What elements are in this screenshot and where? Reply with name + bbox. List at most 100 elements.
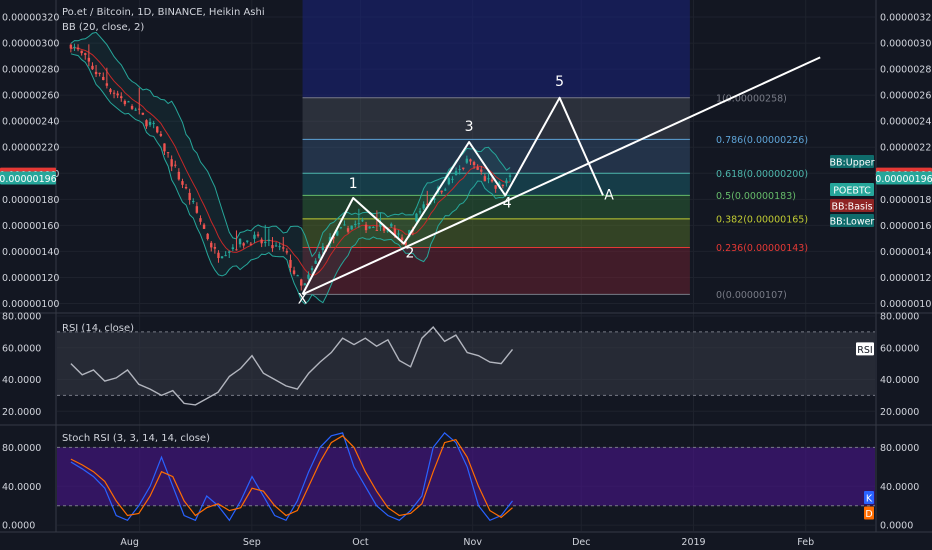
candlestick-series [69,43,512,291]
candle-body [483,176,487,182]
wave-point-label: 3 [465,119,474,135]
candle-body [393,228,397,236]
legend-tag-bg [830,199,874,212]
bb-lower-line [70,53,511,305]
candle-body [332,236,335,239]
candle-body [310,268,314,271]
candle-body [235,249,238,251]
candle-body [170,159,173,167]
left-price-tick: 0.00000180 [2,195,59,206]
legend-tag: BB:Upper [830,158,875,169]
legend-tag: BB:Basis [831,202,872,213]
left-price-tick: 0.00000300 [2,39,59,50]
candle-body [231,247,235,249]
time-tick: 2019 [681,537,705,548]
wave-point-label: 1 [349,176,358,192]
bb-upper-line [70,31,511,258]
candle-body [271,245,274,249]
candle-body [440,190,443,193]
legend-tag: POEBTC [833,186,871,197]
legend-tag-bg [830,155,874,168]
price-tag-right-bg [876,171,932,185]
right-price-tick: 0.00000160 [880,221,932,232]
candle-body [181,181,184,185]
candle-body [80,50,83,54]
bollinger-bands [70,31,511,305]
candle-body [138,108,141,110]
candle-body [109,89,112,93]
rsi-title: RSI (14, close) [62,323,134,334]
fib-label: 0.618(0.00000200) [716,169,808,180]
price-tag-left-bg [0,171,56,185]
candle-body [249,243,253,245]
trendline [302,56,821,296]
wave-point-label: X [298,291,308,307]
right-price-tick: 0.00000280 [880,65,932,76]
fib-label: 0(0.00000107) [716,290,787,301]
fibonacci-labels: 1(0.00000258) 0.786(0.00000226) 0.618(0.00… [716,93,808,301]
bb-indicator-label: BB (20, close, 2) [62,22,144,33]
bb-fill [70,32,511,305]
wave-point-label: A [604,187,614,203]
candle-body [256,234,260,236]
wave-point-label: 2 [405,246,414,262]
candle-body [127,101,130,103]
candle-body [188,192,191,201]
candle-body [260,239,263,244]
fib-label: 0.382(0.00000165) [716,214,808,225]
candle-body [300,279,303,286]
left-rsi-tick: 40.0000 [2,375,41,386]
candle-body [105,83,109,86]
candle-body [296,275,299,277]
elliott-wave-drawing[interactable]: X 1 2 3 4 5 A [298,56,821,307]
fib-zone [302,218,690,248]
candle-body [451,178,454,180]
candle-body [174,164,177,166]
chart-title: Po.et / Bitcoin, 1D, BINANCE, Heikin Ash… [62,7,265,18]
candle-body [346,228,350,232]
right-stoch-tick: 0.0000 [880,521,913,532]
candle-body [375,229,379,231]
candle-body [267,239,271,242]
fib-zone [302,195,690,219]
left-price-tick: 0.00000140 [2,247,59,258]
stoch-tag: K [866,493,873,504]
price-tags: 0.000001990.000001990.000001960.00000196… [0,155,932,520]
candle-body [84,53,87,55]
candle-body [321,246,325,250]
candle-body [112,92,116,94]
candle-body [508,175,512,177]
candle-body [156,126,159,133]
candle-body [400,237,404,241]
candle-body [314,260,317,264]
fib-zone [302,97,690,140]
left-stoch-tick: 80.0000 [2,443,41,454]
candle-body [336,230,339,236]
right-rsi-tick: 20.0000 [880,407,919,418]
fib-zone [302,247,690,295]
fib-label: 1(0.00000258) [716,93,787,104]
left-price-tick: 0.00000260 [2,91,59,102]
candle-body [404,241,407,245]
candle-body [253,234,256,239]
left-rsi-tick: 80.0000 [2,312,41,323]
right-stoch-tick: 80.0000 [880,443,919,454]
time-tick: Oct [352,537,369,548]
price-axes: 0.00000100 0.00000100 0.00000120 0.00000120… [2,13,932,532]
candle-body [292,270,296,274]
candle-body [379,222,382,227]
candle-body [307,274,310,279]
candle-body [357,223,361,225]
candle-body [498,182,501,187]
candle-body [76,47,80,50]
candle-body [408,230,411,237]
candle-body [199,218,202,222]
fib-label: 0.786(0.00000226) [716,135,808,146]
candle-body [372,226,375,228]
left-price-tick: 0.00000240 [2,117,59,128]
stoch-d-line [70,435,513,519]
candle-body [361,220,364,222]
right-rsi-tick: 80.0000 [880,312,919,323]
candle-body [94,71,98,75]
